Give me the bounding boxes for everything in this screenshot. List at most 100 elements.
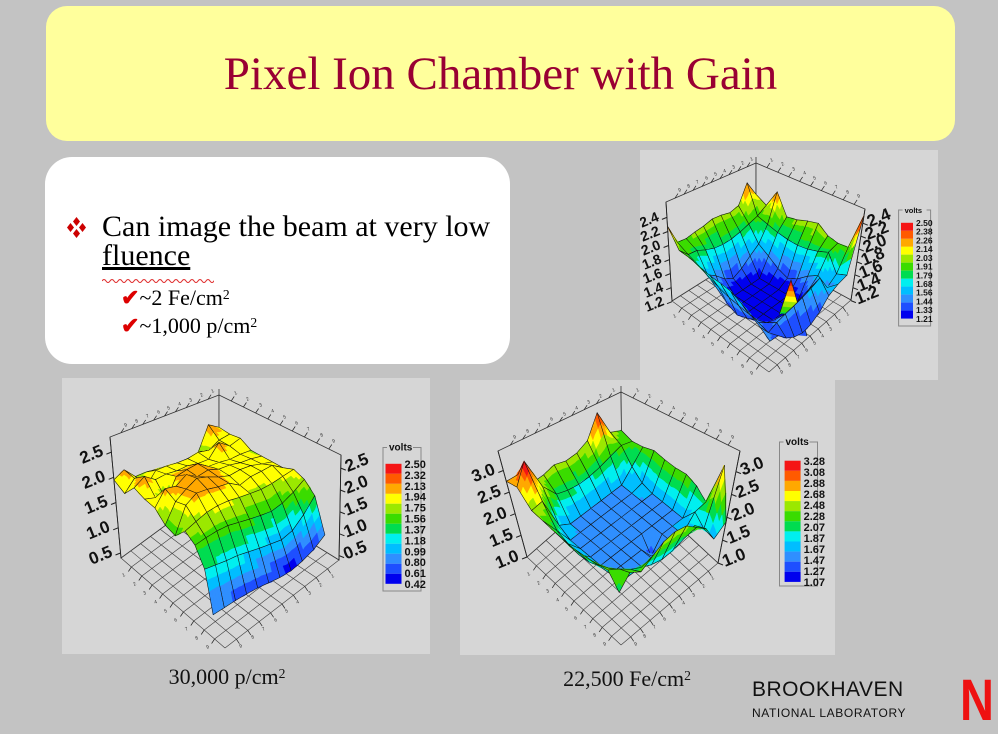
svg-text:8: 8: [845, 189, 850, 196]
svg-text:1.56: 1.56: [405, 514, 426, 526]
svg-text:2.2: 2.2: [640, 222, 662, 244]
svg-text:5: 5: [672, 608, 677, 615]
svg-text:1.56: 1.56: [916, 288, 933, 298]
svg-text:9: 9: [602, 641, 607, 648]
svg-text:1: 1: [611, 387, 616, 394]
svg-text:1.79: 1.79: [916, 270, 933, 280]
svg-text:8: 8: [250, 634, 255, 641]
svg-text:7: 7: [306, 426, 311, 433]
svg-text:3: 3: [258, 402, 263, 409]
svg-text:volts: volts: [786, 437, 810, 448]
svg-text:8: 8: [592, 632, 597, 639]
svg-text:4: 4: [177, 401, 182, 408]
svg-text:3.28: 3.28: [804, 456, 825, 468]
svg-text:2.48: 2.48: [804, 500, 825, 512]
svg-text:1: 1: [330, 573, 335, 580]
svg-text:2.28: 2.28: [804, 511, 825, 523]
svg-text:1.47: 1.47: [804, 555, 825, 567]
svg-text:2.32: 2.32: [405, 470, 426, 482]
svg-text:1: 1: [526, 571, 531, 578]
svg-text:6: 6: [720, 349, 725, 356]
svg-text:5: 5: [282, 414, 287, 421]
svg-text:1.87: 1.87: [804, 533, 825, 545]
svg-text:2: 2: [245, 396, 250, 403]
svg-text:2.03: 2.03: [916, 253, 933, 263]
svg-text:4: 4: [820, 333, 825, 340]
svg-text:6: 6: [273, 617, 278, 624]
svg-text:0.99: 0.99: [405, 546, 426, 558]
svg-text:2: 2: [318, 582, 323, 589]
svg-text:1.37: 1.37: [405, 524, 426, 536]
svg-text:3: 3: [188, 397, 193, 404]
svg-text:7: 7: [652, 624, 657, 631]
svg-text:1: 1: [210, 388, 215, 395]
svg-text:4: 4: [295, 599, 300, 606]
svg-text:2.26: 2.26: [916, 235, 933, 245]
svg-text:1: 1: [635, 387, 640, 394]
svg-text:1.67: 1.67: [804, 544, 825, 556]
svg-text:1.07: 1.07: [804, 577, 825, 589]
svg-text:1: 1: [233, 390, 238, 397]
svg-text:1: 1: [845, 311, 850, 318]
svg-text:1.2: 1.2: [642, 293, 666, 315]
svg-text:2.50: 2.50: [405, 459, 426, 471]
svg-text:9: 9: [633, 641, 638, 648]
svg-text:9: 9: [749, 370, 754, 377]
svg-text:2.4: 2.4: [640, 208, 661, 230]
svg-text:1.75: 1.75: [405, 503, 426, 515]
svg-text:6: 6: [294, 420, 299, 427]
svg-text:9: 9: [238, 643, 243, 650]
svg-text:1.21: 1.21: [916, 314, 933, 324]
svg-text:7: 7: [834, 184, 839, 191]
svg-text:4: 4: [671, 405, 676, 412]
svg-text:3: 3: [791, 166, 796, 173]
svg-text:9: 9: [205, 644, 210, 651]
svg-text:2: 2: [701, 583, 706, 590]
svg-text:4: 4: [681, 600, 686, 607]
svg-text:2.07: 2.07: [804, 522, 825, 534]
svg-text:6: 6: [804, 347, 809, 354]
svg-text:3.08: 3.08: [804, 467, 825, 479]
svg-text:1: 1: [672, 313, 677, 320]
svg-text:9: 9: [123, 422, 128, 429]
svg-text:7: 7: [184, 626, 189, 633]
svg-text:1.91: 1.91: [916, 262, 933, 272]
svg-text:6: 6: [694, 416, 699, 423]
svg-text:9: 9: [512, 434, 517, 441]
svg-text:3: 3: [142, 590, 147, 597]
svg-text:9: 9: [730, 434, 735, 441]
svg-text:0.61: 0.61: [405, 568, 426, 580]
svg-text:2.14: 2.14: [916, 244, 933, 254]
svg-text:1.27: 1.27: [804, 566, 825, 578]
svg-text:6: 6: [156, 409, 161, 416]
svg-text:1: 1: [710, 575, 715, 582]
svg-text:4: 4: [574, 405, 579, 412]
svg-text:1.4: 1.4: [641, 279, 665, 301]
svg-text:7: 7: [537, 422, 542, 429]
svg-text:8: 8: [740, 363, 745, 370]
svg-text:9: 9: [779, 369, 784, 376]
svg-text:3: 3: [691, 327, 696, 334]
svg-text:4: 4: [802, 170, 807, 177]
svg-text:3: 3: [586, 399, 591, 406]
svg-text:8: 8: [718, 428, 723, 435]
svg-text:8: 8: [525, 428, 530, 435]
svg-text:2: 2: [536, 580, 541, 587]
svg-text:3: 3: [828, 326, 833, 333]
svg-text:5: 5: [562, 411, 567, 418]
svg-text:9: 9: [856, 193, 861, 200]
svg-text:8: 8: [194, 635, 199, 642]
svg-text:5: 5: [163, 608, 168, 615]
svg-text:6: 6: [549, 416, 554, 423]
svg-text:1.33: 1.33: [916, 305, 933, 315]
svg-text:9: 9: [677, 187, 682, 194]
svg-text:5: 5: [812, 175, 817, 182]
svg-text:7: 7: [583, 624, 588, 631]
svg-text:7: 7: [145, 413, 150, 420]
svg-text:5: 5: [284, 608, 289, 615]
svg-text:2: 2: [740, 160, 745, 167]
svg-text:2: 2: [647, 393, 652, 400]
svg-text:6: 6: [823, 180, 828, 187]
svg-text:5: 5: [564, 606, 569, 613]
svg-text:4: 4: [701, 334, 706, 341]
